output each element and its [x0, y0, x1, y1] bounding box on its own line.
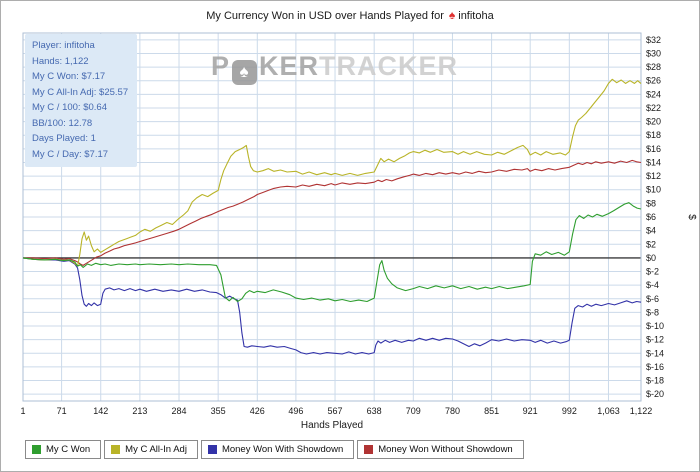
x-tick-label: 921 [523, 406, 538, 416]
x-tick-label: 284 [172, 406, 187, 416]
y-tick-label: $30 [646, 48, 661, 58]
y-tick-label: $-6 [646, 294, 659, 304]
y-tick-label: $20 [646, 117, 661, 127]
y-tick-label: $0 [646, 253, 656, 263]
x-tick-label: 71 [57, 406, 67, 416]
x-tick-label: 638 [367, 406, 382, 416]
legend-item-money-won-with-showdown[interactable]: Money Won With Showdown [200, 440, 355, 459]
series-line-my-c-all-in-adj [22, 78, 642, 267]
x-tick-label: 992 [562, 406, 577, 416]
x-tick-label: 213 [132, 406, 147, 416]
y-tick-label: $-12 [646, 335, 664, 345]
plot-area: $-20 $-18 $-16 $-14 $-12 $-10 $-8 $-6 $-4 $-2 $0 $2… [1, 25, 699, 434]
legend-swatch [32, 445, 41, 454]
stat-bb-per-100: BB/100: 12.78 [32, 117, 93, 129]
y-tick-label: $32 [646, 35, 661, 45]
x-tick-label: 567 [328, 406, 343, 416]
stat-my-c-per-100: My C / 100: $0.64 [32, 102, 107, 113]
y-tick-label: $22 [646, 103, 661, 113]
x-tick-label: 1,122 [630, 406, 653, 416]
y-tick-label: $-10 [646, 321, 664, 331]
y-tick-label: $-16 [646, 362, 664, 372]
stat-all-in-adj: My C All-In Adj: $25.57 [32, 86, 129, 98]
y-tick-label: $2 [646, 239, 656, 249]
y-tick-label: $24 [646, 89, 661, 99]
chart-legend: My C Won My C All-In Adj Money Won With Sh… [25, 440, 699, 459]
x-tick-label: 355 [211, 406, 226, 416]
y-tick-label: $-18 [646, 376, 664, 386]
y-tick-label: $-14 [646, 348, 664, 358]
stat-hands: Hands: 1,122 [32, 55, 89, 67]
stat-days-played: Days Played: 1 [32, 133, 96, 144]
legend-swatch [364, 445, 374, 454]
y-tick-label: $28 [646, 62, 661, 72]
x-tick-label: 142 [93, 406, 108, 416]
legend-label: Money Won With Showdown [221, 444, 344, 455]
y-tick-label: $-4 [646, 280, 659, 290]
y-tick-label: $-2 [646, 267, 659, 277]
y-tick-label: $8 [646, 198, 656, 208]
x-tick-label: 1 [20, 406, 25, 416]
y-tick-label: $-20 [646, 389, 664, 399]
legend-swatch [207, 445, 217, 454]
y-tick-label: $18 [646, 130, 661, 140]
series-line-money-won-with-showdown [22, 257, 642, 355]
chart-title-player: infitoha [458, 10, 494, 22]
pokerstars-spade-icon: ♠ [448, 8, 456, 22]
legend-label: My C Won [46, 444, 91, 455]
y-tick-label: $16 [646, 144, 661, 154]
y-tick-label: $26 [646, 76, 661, 86]
chart-title: My Currency Won in USD over Hands Played… [1, 1, 699, 25]
x-tick-label: 426 [250, 406, 265, 416]
legend-swatch [111, 445, 121, 454]
x-tick-label: 709 [406, 406, 421, 416]
legend-item-my-c-won[interactable]: My C Won [25, 440, 102, 459]
legend-item-my-c-all-in-adj[interactable]: My C All-In Adj [104, 440, 198, 459]
y-tick-label: $12 [646, 171, 661, 181]
y-tick-label: $-8 [646, 307, 659, 317]
chart-title-text: My Currency Won in USD over Hands Played… [206, 10, 444, 22]
legend-label: My C All-In Adj [125, 444, 187, 455]
x-tick-label: 780 [445, 406, 460, 416]
stat-player: Player: infitoha [32, 40, 95, 51]
x-axis-title: Hands Played [301, 420, 363, 429]
y-tick-label: $14 [646, 157, 661, 167]
stat-my-c-won: My C Won: $7.17 [32, 71, 106, 82]
series-line-my-c-won [22, 202, 642, 303]
y-tick-label: $10 [646, 185, 661, 195]
y-axis-title: $ [686, 214, 697, 220]
x-tick-label: 496 [288, 406, 303, 416]
legend-item-money-won-without-showdown[interactable]: Money Won Without Showdown [357, 440, 524, 459]
stat-my-c-per-day: My C / Day: $7.17 [32, 148, 109, 160]
x-tick-label: 851 [484, 406, 499, 416]
y-tick-label: $4 [646, 226, 656, 236]
x-tick-label: 1,063 [597, 406, 620, 416]
stats-info-box: Player: infitoha Hands: 1,122 My C Won: … [25, 34, 138, 167]
series-line-money-won-without-showdown [23, 159, 642, 266]
y-tick-label: $6 [646, 212, 656, 222]
legend-label: Money Won Without Showdown [378, 444, 513, 455]
plot-border [22, 32, 642, 402]
